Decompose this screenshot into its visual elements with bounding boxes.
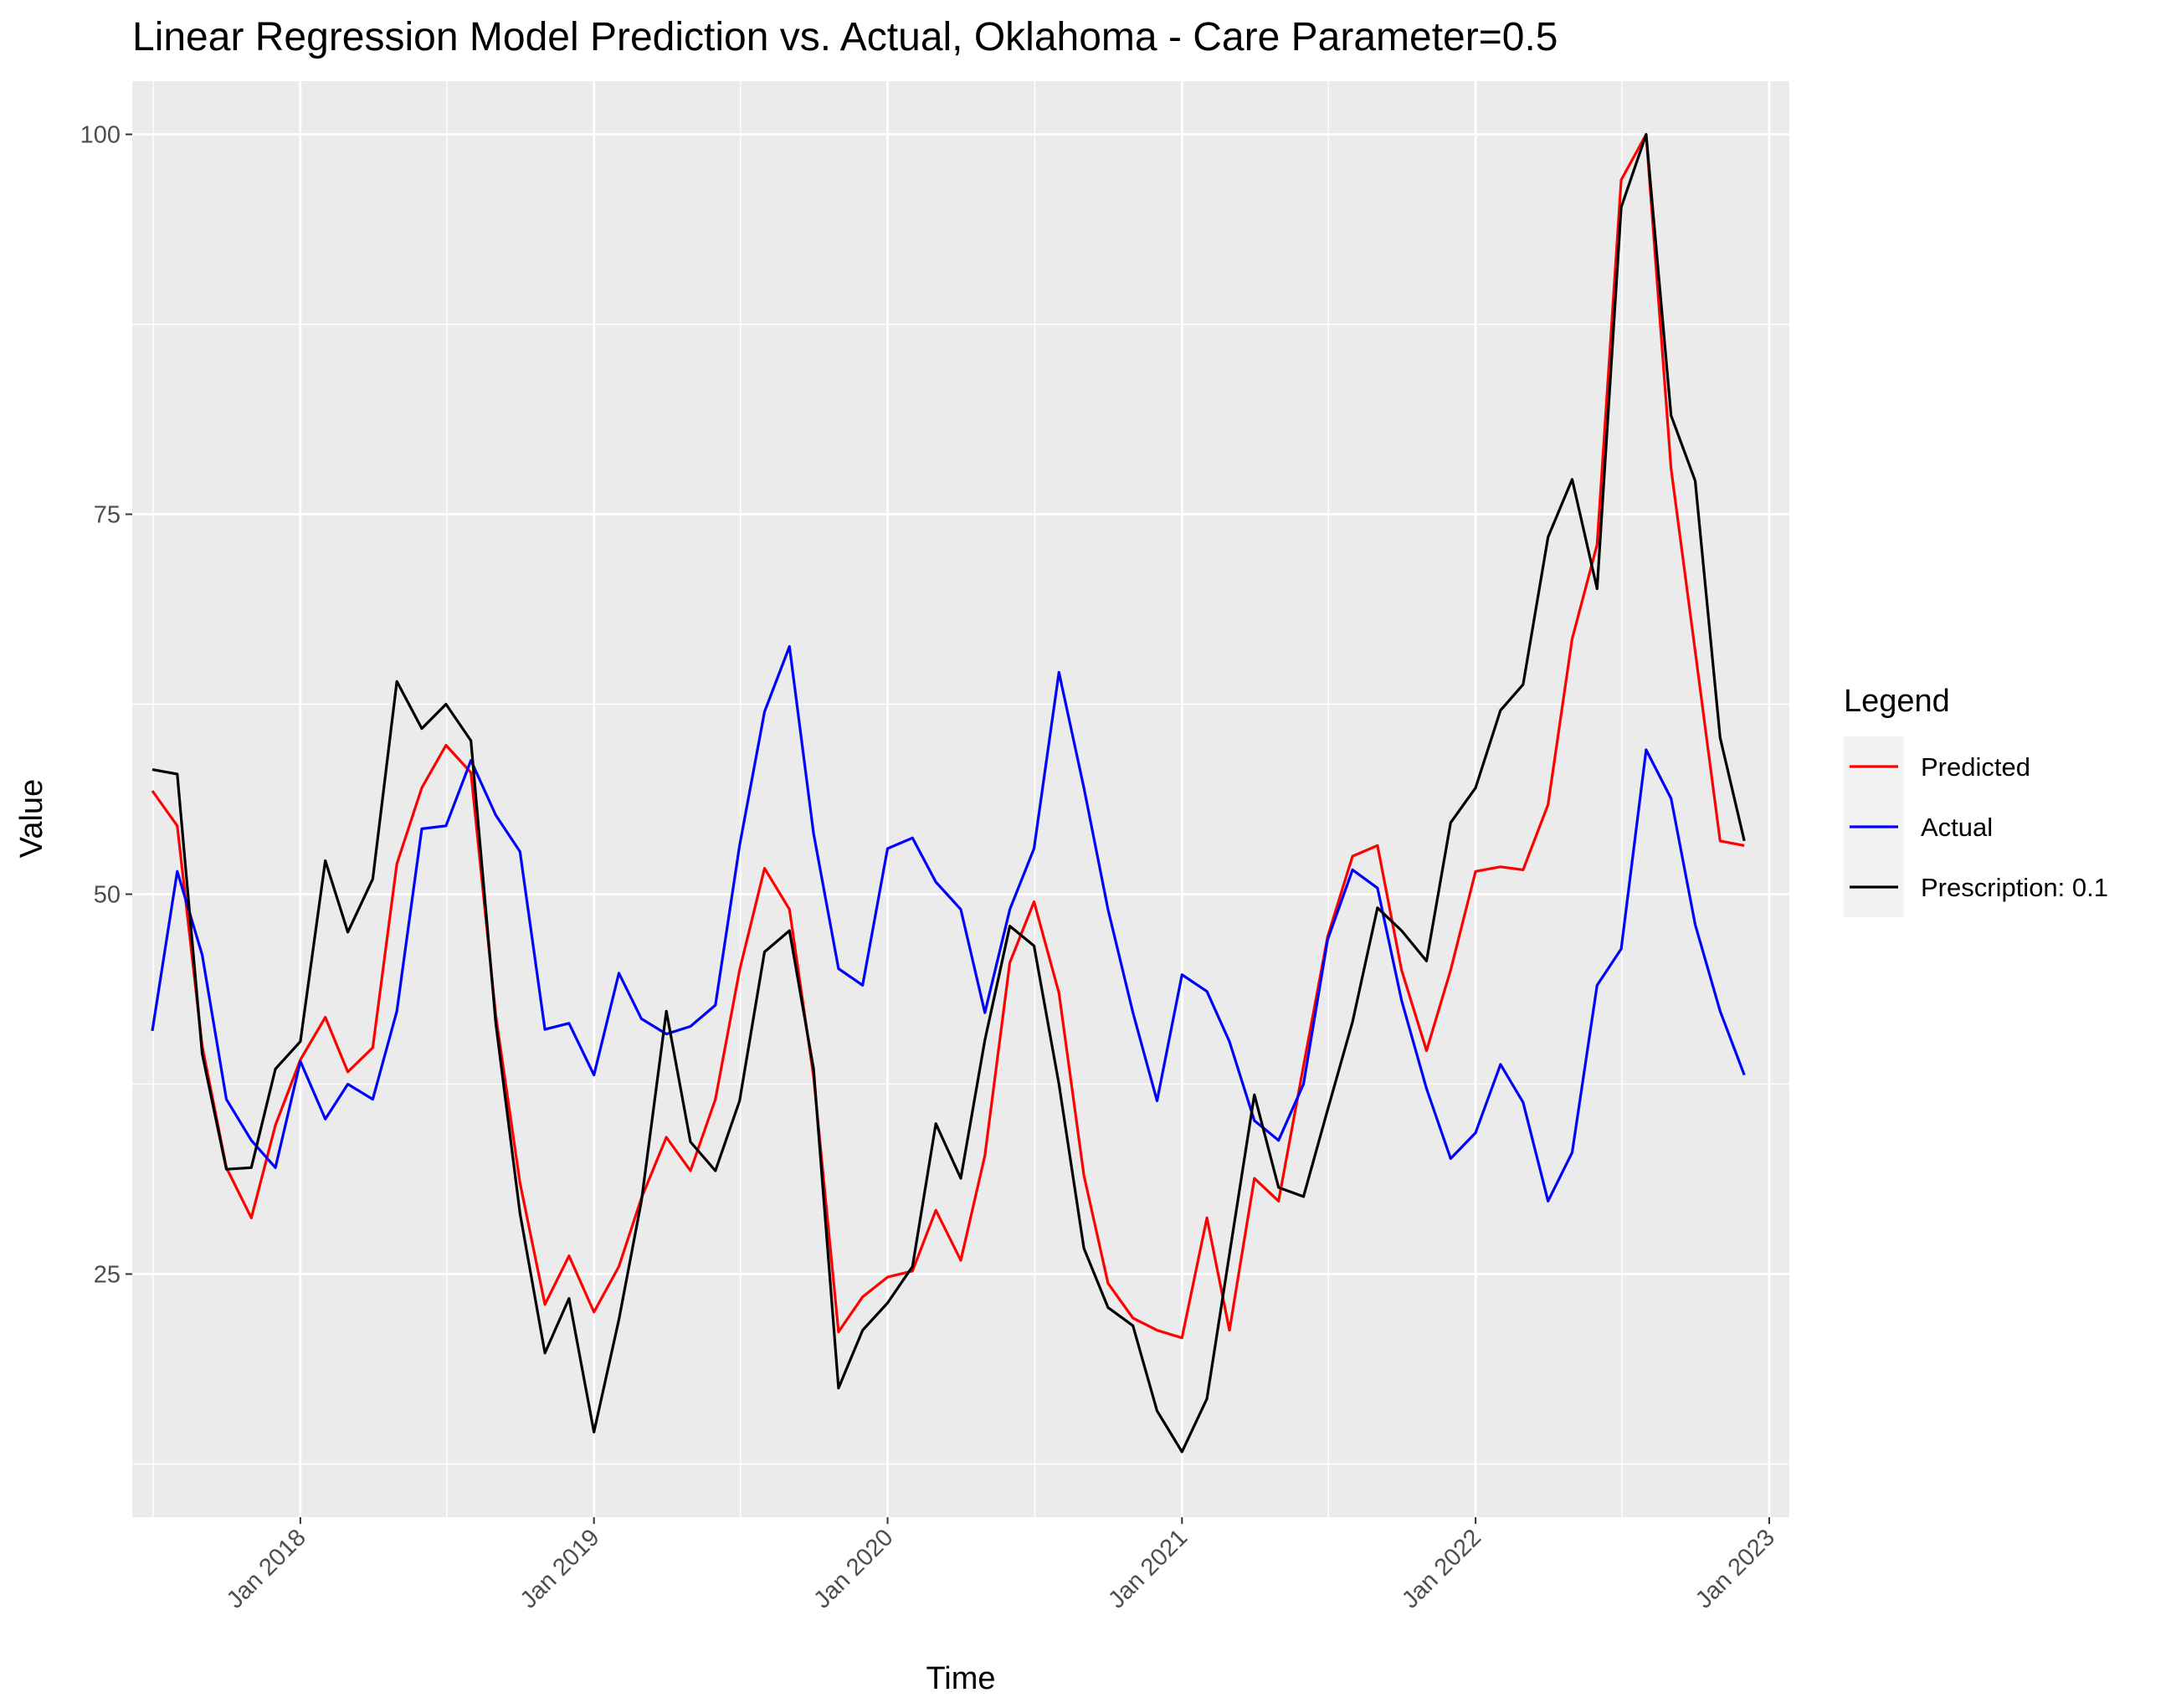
y-tick-label: 75: [94, 502, 121, 529]
series-line-predicted: [151, 133, 1745, 1340]
legend-item-label: Predicted: [1921, 752, 2030, 782]
x-tick-label: Jan 2020: [808, 1524, 898, 1613]
legend: Legend Predicted Actual Prescription: 0.1: [1844, 684, 2108, 917]
legend-item-label: Prescription: 0.1: [1921, 873, 2108, 902]
x-tick-label: Jan 2023: [1691, 1524, 1780, 1613]
major-gridlines: [132, 81, 1789, 1517]
series-line-actual: [151, 644, 1746, 1203]
y-axis-title: Value: [14, 779, 49, 858]
y-tick-label: 100: [80, 122, 121, 149]
y-axis-ticks: 25 50 75 100: [80, 122, 132, 1288]
y-tick-label: 25: [94, 1261, 121, 1288]
x-axis-title: Time: [926, 1661, 995, 1696]
x-tick-label: Jan 2021: [1103, 1524, 1193, 1613]
y-tick-label: 50: [94, 881, 121, 908]
x-tick-label: Jan 2022: [1397, 1524, 1486, 1613]
chart-title: Linear Regression Model Prediction vs. A…: [132, 15, 1558, 59]
legend-title: Legend: [1844, 684, 1950, 719]
legend-items: Predicted Actual Prescription: 0.1: [1844, 736, 2108, 917]
x-tick-label: Jan 2018: [222, 1524, 311, 1613]
plot-panel: [132, 81, 1789, 1517]
series-lines: [151, 133, 1746, 1454]
x-tick-label: Jan 2019: [516, 1524, 605, 1613]
x-axis-ticks: Jan 2018 Jan 2019 Jan 2020 Jan 2021 Jan 2022…: [222, 1517, 1780, 1613]
series-line-prescription-0-1: [151, 133, 1746, 1454]
legend-item-label: Actual: [1921, 813, 1993, 842]
